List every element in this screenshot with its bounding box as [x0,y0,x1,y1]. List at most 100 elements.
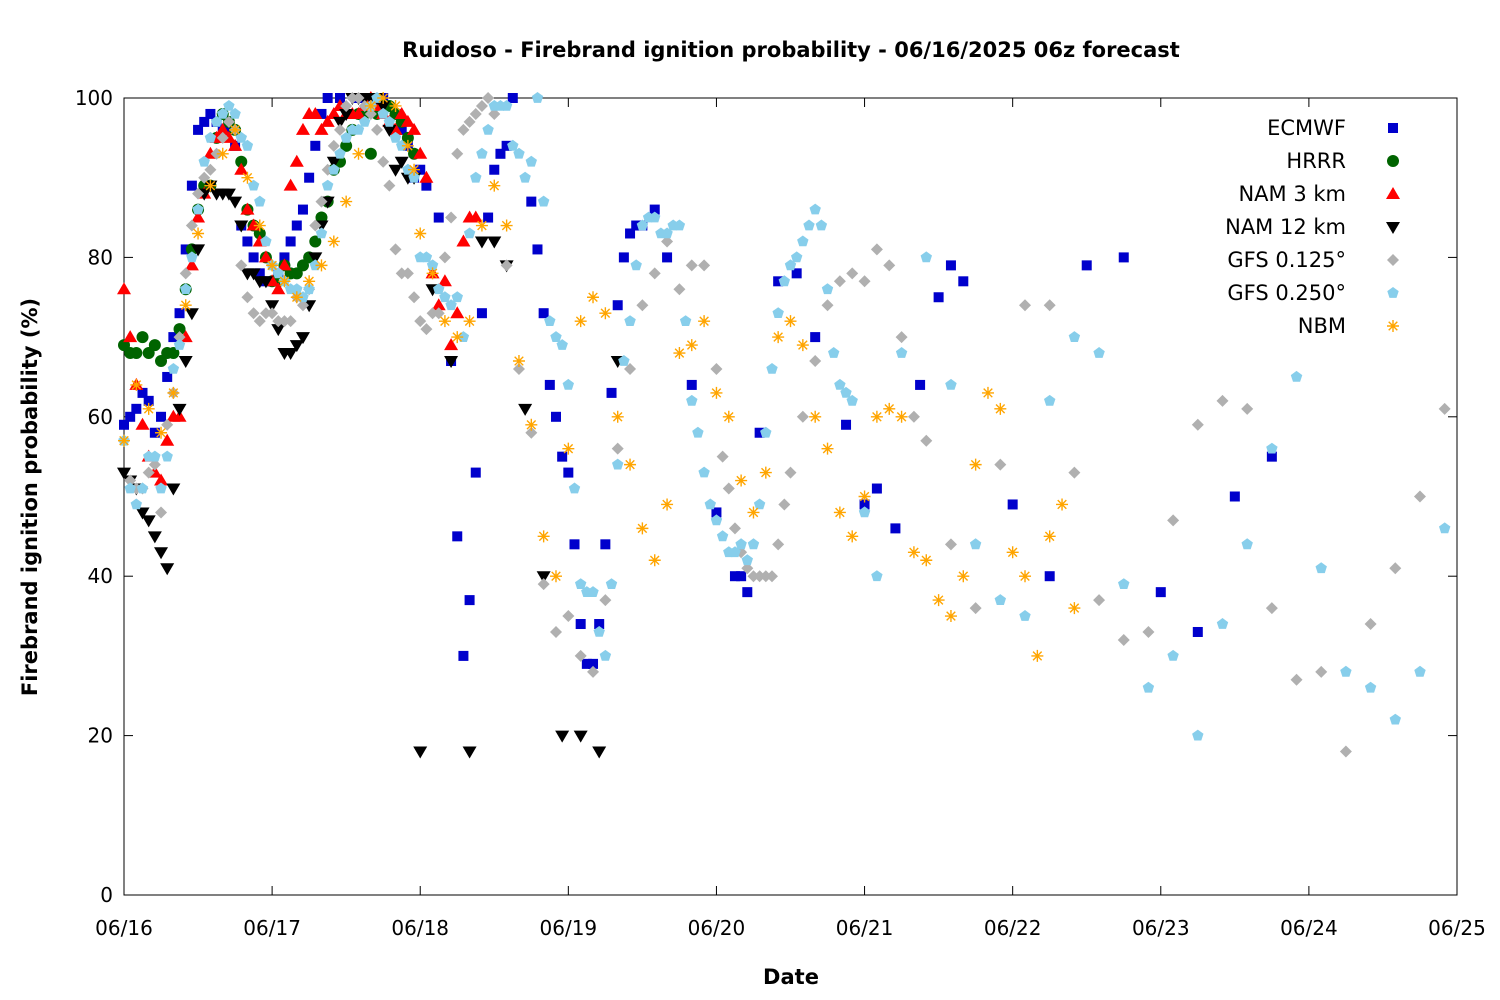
data-point [969,458,982,471]
data-point [537,530,550,543]
data-point [413,746,428,759]
data-point [167,363,180,374]
data-point [994,402,1007,415]
data-point [135,507,150,520]
data-point [222,115,235,128]
data-point [588,658,599,669]
data-point [1019,299,1032,312]
data-point [778,275,790,287]
data-point [550,411,561,422]
data-point [612,458,624,470]
data-point [125,411,136,422]
data-point [858,506,871,518]
data-point [426,307,439,320]
data-point [969,538,982,550]
data-point [309,235,322,248]
data-point [575,578,587,589]
data-point [1056,498,1069,511]
data-point [575,619,586,630]
data-point [377,92,390,104]
data-point [500,100,513,111]
data-point [334,93,345,103]
x-tick-label: 06/22 [984,916,1042,940]
data-point [283,178,298,191]
data-point [297,204,308,215]
data-point [407,122,422,135]
data-point [728,522,741,535]
data-point [648,267,661,280]
data-point [340,139,353,152]
data-point [611,442,624,455]
data-point [661,235,674,248]
data-point [1315,665,1328,678]
data-point [352,92,365,104]
plot-border [123,97,1458,896]
data-point [1081,260,1092,271]
data-point [711,507,722,518]
data-point [1093,347,1105,358]
data-point [704,498,716,510]
data-point [760,426,772,438]
data-point [920,434,933,447]
legend-label: ECMWF [1267,116,1346,140]
data-point [377,155,390,168]
data-point [451,147,464,160]
data-point [340,99,353,112]
data-point [562,442,575,455]
data-point [271,324,286,337]
data-point [234,162,249,175]
data-point [618,355,630,366]
data-point [265,300,280,313]
data-point [421,180,432,191]
data-point [130,347,143,360]
data-point [180,244,191,255]
data-point [537,578,550,591]
data-point [291,220,302,231]
data-point [550,331,562,342]
data-point [130,498,142,510]
data-point [242,236,253,247]
data-point [179,267,192,280]
data-point [722,482,735,495]
data-point [304,172,315,183]
data-point [538,308,549,319]
data-point [1389,713,1401,725]
data-point [489,164,500,175]
data-point [784,466,797,479]
data-point [1093,594,1106,607]
data-point [1389,562,1402,575]
data-point [470,467,481,478]
data-point [191,210,206,223]
data-point [624,362,637,375]
data-point [389,99,402,112]
data-point [636,522,649,535]
data-point [308,106,323,119]
data-point [735,474,748,487]
data-point [797,235,809,247]
data-point [277,258,292,271]
data-point [470,171,482,183]
x-tick-label: 06/25 [1428,916,1486,940]
data-point [419,170,434,183]
data-point [258,250,273,263]
data-point [119,419,129,430]
data-point [870,243,883,256]
data-point [686,379,697,390]
data-point [587,665,600,678]
data-point [716,530,729,542]
data-point [141,515,156,528]
data-point [870,410,883,423]
data-point [314,122,329,135]
legend-label: NAM 3 km [1238,182,1346,206]
data-point [563,467,574,478]
data-point [438,251,451,264]
data-point [513,147,525,159]
data-point [624,458,637,471]
data-point [791,251,803,263]
legend-label: NAM 12 km [1225,215,1346,239]
data-point [1266,451,1277,462]
x-tick-label: 06/23 [1132,916,1190,940]
data-point [698,259,711,272]
data-point [772,307,784,318]
data-point [444,338,459,351]
